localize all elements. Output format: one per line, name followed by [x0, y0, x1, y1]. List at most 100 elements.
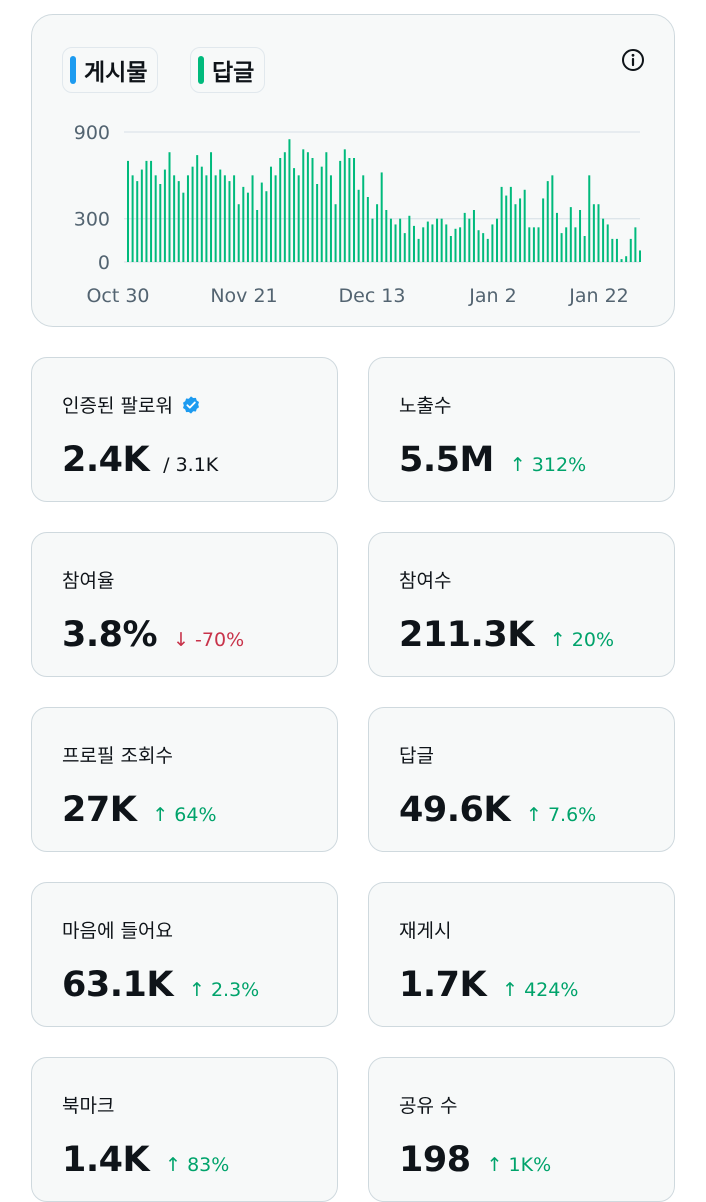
bar[interactable] — [417, 238, 420, 262]
bar[interactable] — [306, 152, 309, 262]
bar[interactable] — [339, 160, 342, 262]
bar[interactable] — [233, 175, 236, 262]
bar[interactable] — [408, 215, 411, 262]
bar[interactable] — [436, 218, 439, 262]
bar[interactable] — [588, 175, 591, 262]
bar[interactable] — [569, 207, 572, 262]
bar[interactable] — [168, 152, 171, 262]
bar[interactable] — [163, 169, 166, 262]
bar[interactable] — [615, 238, 618, 262]
bar[interactable] — [353, 158, 356, 262]
bar[interactable] — [468, 218, 471, 262]
bar[interactable] — [242, 186, 245, 262]
bar[interactable] — [639, 250, 641, 262]
bar[interactable] — [431, 224, 434, 262]
bar[interactable] — [532, 227, 535, 262]
bar[interactable] — [302, 149, 305, 262]
bar[interactable] — [412, 225, 415, 262]
bar[interactable] — [403, 233, 406, 262]
bar[interactable] — [200, 166, 203, 262]
bar[interactable] — [223, 175, 226, 262]
stat-card[interactable]: 공유 수 198 ↑ 1K% — [368, 1057, 675, 1202]
stat-card[interactable]: 프로필 조회수 27K ↑ 64% — [31, 707, 338, 852]
bar[interactable] — [256, 210, 259, 262]
bar[interactable] — [214, 175, 217, 262]
stat-card[interactable]: 마음에 들어요 63.1K ↑ 2.3% — [31, 882, 338, 1027]
bar[interactable] — [131, 175, 134, 262]
bar[interactable] — [509, 186, 512, 262]
bar[interactable] — [237, 204, 240, 262]
stat-card[interactable]: 북마크 1.4K ↑ 83% — [31, 1057, 338, 1202]
bar[interactable] — [283, 152, 286, 262]
bar[interactable] — [629, 238, 632, 262]
bar[interactable] — [592, 204, 595, 262]
info-icon[interactable] — [621, 48, 645, 72]
bar[interactable] — [274, 175, 277, 262]
bar[interactable] — [542, 198, 545, 262]
bar[interactable] — [371, 218, 374, 262]
bar[interactable] — [440, 218, 443, 262]
bar[interactable] — [329, 175, 332, 262]
bar[interactable] — [472, 210, 475, 262]
bar[interactable] — [297, 175, 300, 262]
bar[interactable] — [182, 192, 185, 262]
bar[interactable] — [394, 224, 397, 262]
bar[interactable] — [606, 224, 609, 262]
bar[interactable] — [311, 158, 314, 262]
bar[interactable] — [389, 218, 392, 262]
bar[interactable] — [210, 152, 213, 262]
bar[interactable] — [186, 175, 189, 262]
bar[interactable] — [555, 212, 558, 262]
stat-card[interactable]: 재게시 1.7K ↑ 424% — [368, 882, 675, 1027]
stat-card[interactable]: 인증된 팔로워 2.4K / 3.1K — [31, 357, 338, 502]
bar[interactable] — [496, 218, 499, 262]
bar[interactable] — [316, 184, 319, 262]
bar[interactable] — [477, 230, 480, 262]
bar[interactable] — [620, 259, 623, 262]
bar[interactable] — [634, 227, 637, 262]
bar[interactable] — [491, 224, 494, 262]
stat-card[interactable]: 참여수 211.3K ↑ 20% — [368, 532, 675, 677]
stat-card[interactable]: 노출수 5.5M ↑ 312% — [368, 357, 675, 502]
bar[interactable] — [380, 172, 383, 262]
bar[interactable] — [196, 155, 199, 262]
bar[interactable] — [205, 175, 208, 262]
bar[interactable] — [325, 152, 328, 262]
bar[interactable] — [519, 198, 522, 262]
bar[interactable] — [260, 182, 263, 262]
bar[interactable] — [159, 184, 162, 262]
bar[interactable] — [127, 160, 129, 262]
bar[interactable] — [583, 236, 586, 262]
bar[interactable] — [191, 166, 194, 262]
legend-replies-toggle[interactable]: 답글 — [190, 47, 266, 93]
bar[interactable] — [579, 210, 582, 262]
bar[interactable] — [463, 212, 466, 262]
bar[interactable] — [293, 168, 296, 262]
bar[interactable] — [482, 233, 485, 262]
bar[interactable] — [537, 227, 540, 262]
bar[interactable] — [173, 175, 176, 262]
bar[interactable] — [602, 218, 605, 262]
bar[interactable] — [399, 218, 402, 262]
bar[interactable] — [145, 160, 148, 262]
bar[interactable] — [154, 175, 157, 262]
stat-card[interactable]: 참여율 3.8% ↓ -70% — [31, 532, 338, 677]
bar[interactable] — [459, 227, 462, 262]
bar[interactable] — [362, 175, 365, 262]
bar[interactable] — [219, 169, 222, 262]
bar[interactable] — [625, 256, 628, 262]
bar[interactable] — [445, 224, 448, 262]
bar[interactable] — [348, 158, 351, 262]
bar[interactable] — [269, 166, 272, 262]
bar[interactable] — [500, 186, 503, 262]
bar[interactable] — [565, 227, 568, 262]
bar[interactable] — [334, 204, 337, 262]
bar[interactable] — [177, 181, 180, 262]
bar[interactable] — [505, 195, 508, 262]
bar[interactable] — [426, 221, 429, 262]
bar[interactable] — [376, 204, 379, 262]
bar[interactable] — [449, 236, 452, 262]
bar[interactable] — [357, 189, 360, 262]
bar[interactable] — [279, 158, 282, 262]
bar[interactable] — [265, 191, 268, 262]
